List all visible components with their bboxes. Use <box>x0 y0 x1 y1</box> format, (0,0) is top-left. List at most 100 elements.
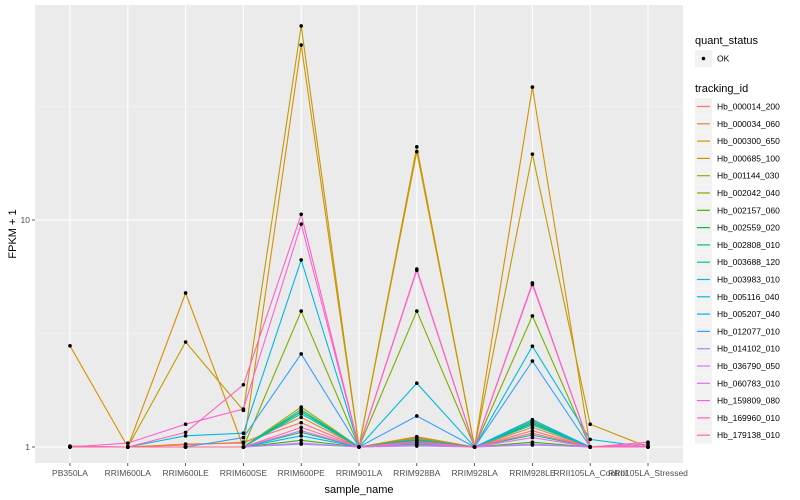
legend-item-hb-003983-010: Hb_003983_010 <box>695 271 780 288</box>
x-tick-label: RRIM901LA <box>336 468 383 478</box>
data-points <box>68 24 650 449</box>
data-point <box>241 407 246 411</box>
legend-label: Hb_001144_030 <box>717 171 780 181</box>
legend-label: Hb_000034_060 <box>717 119 780 129</box>
data-point <box>530 442 535 446</box>
data-point <box>646 440 650 444</box>
y-tick-label: 1 <box>25 442 30 452</box>
legend-label: Hb_002808_010 <box>717 240 780 250</box>
data-point <box>299 420 304 425</box>
data-point <box>299 405 304 409</box>
data-point <box>68 344 72 348</box>
data-point <box>299 441 304 445</box>
data-point <box>530 85 535 89</box>
legend-item-hb-001144-030: Hb_001144_030 <box>695 167 780 185</box>
data-point <box>530 417 535 422</box>
data-point <box>299 212 304 217</box>
data-point <box>299 222 304 226</box>
legend-item-hb-005207-040: Hb_005207_040 <box>695 305 780 323</box>
data-point <box>530 281 535 285</box>
legend-item-hb-002808-010: Hb_002808_010 <box>695 236 780 254</box>
legend-item-hb-000014-200: Hb_000014_200 <box>695 98 780 115</box>
x-tick-label: RRIM600LE <box>162 468 209 478</box>
legend-item-hb-005116-040: Hb_005116_040 <box>695 288 780 306</box>
legend-label: Hb_005116_040 <box>717 292 780 302</box>
legend-label: Hb_014102_010 <box>717 344 780 354</box>
data-point <box>241 382 246 387</box>
legend-label: Hb_003688_120 <box>717 257 780 267</box>
data-point <box>299 24 304 28</box>
x-tick-label: RRII105LA_Stressed <box>608 468 688 478</box>
data-point <box>530 431 535 436</box>
x-tick-label: RRIM600PE <box>278 468 326 478</box>
data-point <box>530 428 535 433</box>
legend-label: Hb_002157_060 <box>717 205 780 215</box>
legend-title-tracking-id: tracking_id <box>695 83 748 95</box>
data-point <box>646 444 650 448</box>
legend-label: Hb_005207_040 <box>717 309 780 319</box>
legend-item-hb-002157-060: Hb_002157_060 <box>695 201 780 219</box>
data-point <box>126 441 130 445</box>
data-point <box>530 435 535 440</box>
legend-label: Hb_179138_010 <box>717 430 780 440</box>
data-point <box>472 445 477 449</box>
legend-label: Hb_002559_020 <box>717 223 780 233</box>
legend-label: Hb_000014_200 <box>717 102 780 112</box>
data-point <box>530 314 535 318</box>
x-tick-label: RRIM928LE <box>509 468 556 478</box>
legend-label-ok: OK <box>717 54 730 64</box>
x-tick-label: RRIM928BA <box>393 468 441 478</box>
data-point <box>241 431 246 436</box>
y-axis-title: FPKM + 1 <box>7 209 19 258</box>
y-axis: 1 10 <box>21 215 35 452</box>
legend-title-quant-status: quant_status <box>695 35 758 47</box>
data-point <box>415 267 419 271</box>
data-point <box>415 149 419 154</box>
data-point <box>299 309 304 313</box>
legend-label: Hb_169960_010 <box>717 413 780 423</box>
legend-item-hb-036790-050: Hb_036790_050 <box>695 357 780 375</box>
legend-item-hb-012077-010: Hb_012077_010 <box>695 322 780 340</box>
data-point <box>299 438 304 443</box>
data-point <box>183 340 188 344</box>
data-point <box>126 445 130 449</box>
data-point <box>299 425 304 430</box>
data-point <box>241 435 246 440</box>
data-point <box>299 434 304 438</box>
data-point <box>357 445 361 449</box>
data-point <box>299 352 304 356</box>
x-tick-label: RRIM600SE <box>220 468 268 478</box>
data-point <box>299 415 304 420</box>
legend-item-hb-159809-080: Hb_159809_080 <box>695 392 780 410</box>
legend-label: Hb_000300_650 <box>717 136 780 146</box>
data-point <box>183 442 188 446</box>
data-point <box>588 437 592 442</box>
data-point <box>415 309 419 313</box>
x-axis: PB350LA RRIM600LA RRIM600LE RRIM600SE RRIM60… <box>52 463 688 478</box>
data-point <box>415 414 419 418</box>
x-tick-label: RRIM928LA <box>451 468 498 478</box>
data-point <box>588 422 592 427</box>
legend-item-hb-002559-020: Hb_002559_020 <box>695 219 780 237</box>
data-point <box>183 430 188 435</box>
x-axis-title: sample_name <box>324 484 393 496</box>
legend-point-icon <box>701 56 706 61</box>
legend-label: Hb_060783_010 <box>717 378 780 388</box>
data-point <box>530 344 535 349</box>
data-point <box>299 407 304 412</box>
data-point <box>299 43 304 47</box>
x-tick-label: RRII105LA_Control <box>553 468 627 478</box>
data-point <box>183 445 188 449</box>
data-point <box>183 422 188 427</box>
data-point <box>68 445 72 449</box>
data-point <box>415 145 419 149</box>
legend-item-hb-179138-010: Hb_179138_010 <box>695 426 780 444</box>
legend-item-hb-169960-010: Hb_169960_010 <box>695 409 780 427</box>
x-tick-label: RRIM600LA <box>105 468 152 478</box>
legend-item-hb-002042-040: Hb_002042_040 <box>695 184 780 202</box>
legend-label: Hb_003983_010 <box>717 275 780 285</box>
data-point <box>415 381 419 386</box>
data-point <box>530 423 535 427</box>
data-point <box>588 445 592 449</box>
data-point <box>415 439 419 444</box>
